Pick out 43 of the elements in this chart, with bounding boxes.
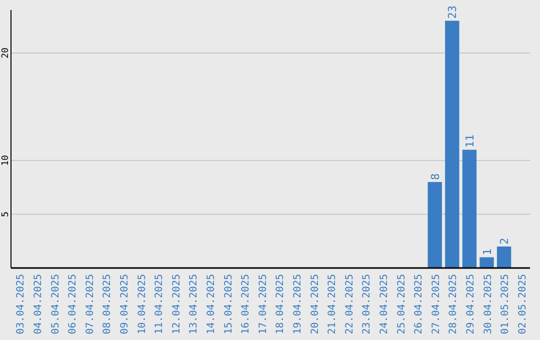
x-tick-label: 24.04.2025 xyxy=(378,274,390,334)
data-label: 1 xyxy=(480,248,494,256)
bar xyxy=(428,182,442,268)
bar xyxy=(462,150,477,268)
x-tick-label: 28.04.2025 xyxy=(448,274,460,334)
x-tick-label: 25.04.2025 xyxy=(396,274,408,334)
x-tick-label: 14.04.2025 xyxy=(206,274,217,334)
y-tick-label: 20 xyxy=(1,48,11,58)
x-tick-label: 30.04.2025 xyxy=(482,274,494,334)
x-tick-label: 05.04.2025 xyxy=(50,274,62,334)
x-tick-label: 11.04.2025 xyxy=(154,274,166,334)
bar xyxy=(445,20,460,268)
x-tick-label: 26.04.2025 xyxy=(414,274,425,334)
x-tick-label: 01.05.2025 xyxy=(500,274,512,334)
x-tick-label: 18.04.2025 xyxy=(275,274,286,334)
x-tick-label: 17.04.2025 xyxy=(258,274,269,334)
x-tick-label: 16.04.2025 xyxy=(240,274,252,334)
data-label: 2 xyxy=(498,238,512,244)
x-tick-label: 07.04.2025 xyxy=(84,274,96,334)
x-tick-label: 04.04.2025 xyxy=(32,274,44,334)
x-tick-label: 21.04.2025 xyxy=(327,274,338,334)
x-tick-label: 03.04.2025 xyxy=(16,274,27,334)
x-tick-label: 22.04.2025 xyxy=(344,274,356,334)
x-tick-label: 02.05.2025 xyxy=(517,274,528,334)
x-tick-label: 06.04.2025 xyxy=(68,274,79,334)
x-tick-label: 23.04.2025 xyxy=(362,274,373,334)
data-label: 8 xyxy=(428,173,442,180)
bar xyxy=(496,246,512,268)
x-tick-label: 09.04.2025 xyxy=(119,274,130,334)
x-tick-label: 08.04.2025 xyxy=(102,274,114,334)
y-tick-label: 5 xyxy=(1,212,11,217)
x-tick-label: 10.04.2025 xyxy=(136,274,148,334)
x-tick-label: 27.04.2025 xyxy=(430,274,442,334)
y-tick-label: 10 xyxy=(1,155,11,166)
x-tick-label: 15.04.2025 xyxy=(223,274,234,334)
x-tick-label: 13.04.2025 xyxy=(188,274,200,334)
data-label: 23 xyxy=(446,6,460,19)
x-tick-label: 12.04.2025 xyxy=(171,274,182,334)
x-tick-label: 20.04.2025 xyxy=(310,274,321,334)
data-label: 11 xyxy=(463,134,476,148)
x-tick-label: 19.04.2025 xyxy=(292,274,304,334)
bar xyxy=(480,257,494,268)
x-tick-label: 29.04.2025 xyxy=(465,274,476,334)
